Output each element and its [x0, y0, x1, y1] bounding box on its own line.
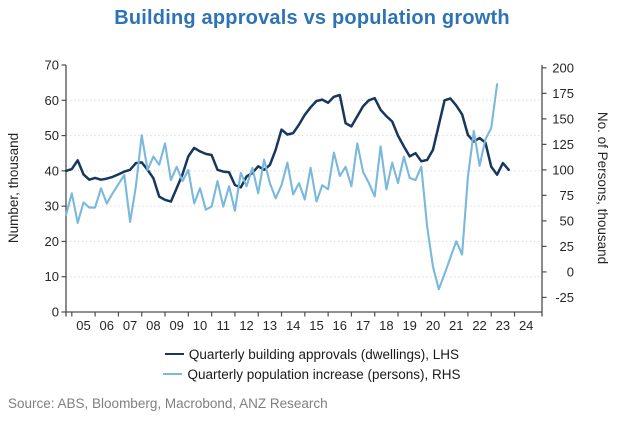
source-note: Source: ABS, Bloomberg, Macrobond, ANZ R… [8, 396, 328, 411]
right-axis-title: No. of Persons, thousand [595, 111, 610, 265]
x-axis-year-label: 17 [356, 318, 370, 333]
left-axis-tick-label: 10 [45, 269, 59, 284]
left-axis-tick-label: 20 [45, 234, 59, 249]
x-axis-year-label: 13 [263, 318, 277, 333]
legend-label-approvals: Quarterly building approvals (dwellings)… [188, 346, 460, 362]
x-axis-year-label: 10 [193, 318, 207, 333]
right-axis-tick-label: 125 [552, 137, 574, 152]
x-axis-year-label: 12 [239, 318, 253, 333]
left-axis-tick-label: 50 [45, 128, 59, 143]
x-axis-year-label: 24 [519, 318, 533, 333]
chart-title: Building approvals vs population growth [114, 7, 510, 29]
legend-item-approvals: Quarterly building approvals (dwellings)… [164, 344, 460, 364]
series-line-population-increase [64, 83, 499, 291]
right-axis-tick-label: 100 [552, 162, 574, 177]
x-axis-year-label: 18 [379, 318, 393, 333]
right-axis-tick-label: 0 [567, 264, 574, 279]
series-line-building-approvals [64, 93, 510, 203]
legend: Quarterly building approvals (dwellings)… [0, 344, 624, 384]
x-axis-year-label: 05 [76, 318, 90, 333]
right-axis-tick-label: 50 [560, 213, 574, 228]
x-axis-year-label: 08 [146, 318, 160, 333]
right-axis-tick-label: 25 [560, 239, 574, 254]
x-axis-year-label: 21 [449, 318, 463, 333]
x-axis-year-label: 06 [100, 318, 114, 333]
x-axis-year-label: 15 [309, 318, 323, 333]
x-axis-year-label: 09 [169, 318, 183, 333]
left-axis-title: Number, thousand [6, 132, 21, 244]
legend-line-population-swatch [163, 372, 183, 376]
right-axis-tick-label: 175 [552, 86, 574, 101]
right-axis-tick-label: 200 [552, 60, 574, 75]
x-axis-year-label: 16 [333, 318, 347, 333]
left-axis-tick-label: 60 [45, 93, 59, 108]
right-axis-tick-label: 75 [560, 188, 574, 203]
x-axis-year-label: 07 [123, 318, 137, 333]
x-axis-year-label: 22 [472, 318, 486, 333]
left-axis-tick-label: 30 [45, 199, 59, 214]
left-axis-tick-label: 0 [52, 305, 59, 320]
legend-line-approvals-swatch [164, 352, 184, 356]
x-axis-year-label: 14 [286, 318, 300, 333]
x-axis-year-label: 23 [496, 318, 510, 333]
legend-label-population: Quarterly population increase (persons),… [187, 366, 461, 382]
x-axis-year-label: 19 [402, 318, 416, 333]
right-axis-tick-label: 150 [552, 111, 574, 126]
left-axis-tick-label: 70 [45, 58, 59, 73]
x-axis-year-label: 20 [426, 318, 440, 333]
legend-item-population: Quarterly population increase (persons),… [163, 364, 461, 384]
right-axis-tick-label: -25 [555, 290, 574, 305]
left-axis-tick-label: 40 [45, 163, 59, 178]
x-axis-year-label: 11 [217, 318, 231, 333]
